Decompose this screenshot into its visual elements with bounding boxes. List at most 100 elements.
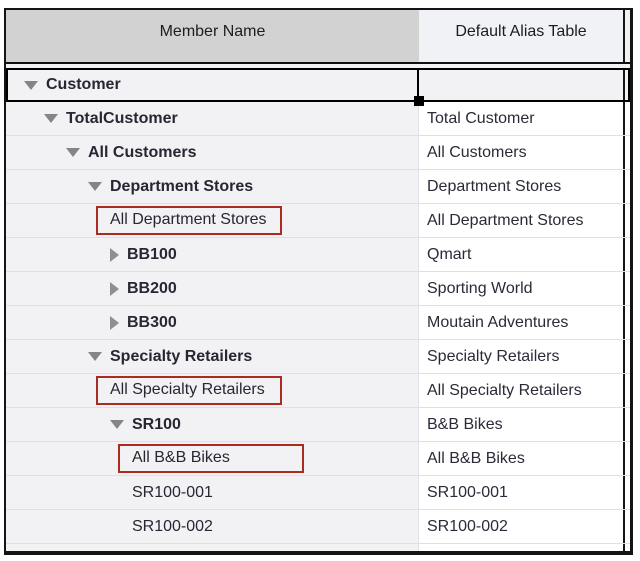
indent-spacer [6,152,66,153]
triangle-right-icon[interactable] [110,281,119,296]
alias-cell[interactable]: Sporting World [419,272,623,305]
alias-cell[interactable]: All Specialty Retailers [419,374,623,407]
triangle-down-icon[interactable] [24,80,38,90]
alias-cell [419,544,623,551]
member-name-cell[interactable]: Specialty Retailers [6,340,419,373]
tree-row[interactable]: All Customers All Customers [6,136,630,170]
member-name-label: All Customers [88,143,197,161]
triangle-down-icon[interactable] [44,114,58,123]
tree-row[interactable]: BB200 Sporting World [6,272,630,306]
tree-row[interactable]: BB100 Qmart [6,238,630,272]
alias-label: All B&B Bikes [427,449,525,467]
member-name-label-highlighted: All Department Stores [96,206,282,235]
indent-spacer [6,288,110,289]
member-name-label: BB300 [127,313,177,331]
member-name-label: BB200 [127,279,177,297]
alias-label: Specialty Retailers [427,347,560,365]
tree-row[interactable]: Specialty Retailers Specialty Retailers [6,340,630,374]
table-body: Customer TotalCustomer Total Customer All C… [6,68,630,551]
alias-cell[interactable]: All B&B Bikes [419,442,623,475]
indent-spacer [6,526,132,527]
member-name-label: SR100-001 [132,483,213,501]
member-name-cell[interactable]: All Department Stores [6,204,419,237]
member-name-cell[interactable]: All Customers [6,136,419,169]
triangle-right-icon[interactable] [110,247,119,262]
triangle-down-icon[interactable] [88,182,102,191]
alias-cell[interactable]: Total Customer [419,102,623,135]
tree-row[interactable]: All Department Stores All Department Stor… [6,204,630,238]
triangle-down-icon[interactable] [66,148,80,157]
alias-cell[interactable]: Qmart [419,238,623,271]
selection-resize-handle[interactable] [414,96,424,106]
tree-row[interactable]: All B&B Bikes All B&B Bikes [6,442,630,476]
alias-label: SR100-002 [427,517,508,535]
alias-cell[interactable]: All Department Stores [419,204,623,237]
member-name-label: TotalCustomer [66,109,178,127]
alias-label: Qmart [427,245,472,263]
tree-row[interactable]: SR100-001 SR100-001 [6,476,630,510]
member-name-label-highlighted: All B&B Bikes [118,444,304,473]
member-name-cell[interactable]: BB100 [6,238,419,271]
dimension-outline-grid: Member Name Default Alias Table Customer… [4,8,633,555]
member-name-cell[interactable]: TotalCustomer [6,102,419,135]
partial-column-cell [623,374,630,407]
triangle-down-icon[interactable] [88,352,102,361]
alias-cell[interactable]: Department Stores [419,170,623,203]
alias-label: SR100-001 [427,483,508,501]
triangle-right-icon[interactable] [110,315,119,330]
tree-row[interactable]: SR100 B&B Bikes [6,408,630,442]
member-name-cell[interactable]: Department Stores [6,170,419,203]
partial-column-cell [623,102,630,135]
member-name-label: SR100-002 [132,517,213,535]
member-name-cell[interactable]: SR100-002 [6,510,419,543]
tree-row[interactable]: All Specialty Retailers All Specialty Ret… [6,374,630,408]
member-name-cell[interactable]: All B&B Bikes [6,442,419,475]
member-name-label: BB100 [127,245,177,263]
partial-column-cell [623,136,630,169]
partial-column-cell [623,238,630,271]
grid-header-row: Member Name Default Alias Table [6,10,630,64]
column-header-member-name[interactable]: Member Name [6,10,419,62]
member-name-cell[interactable]: BB200 [6,272,419,305]
member-name-cell[interactable]: SR100 [6,408,419,441]
tree-row[interactable]: BB300 Moutain Adventures [6,306,630,340]
alias-cell[interactable]: SR100-002 [419,510,623,543]
indent-spacer [6,492,132,493]
triangle-down-icon[interactable] [110,420,124,429]
member-name-label: Customer [46,76,121,93]
alias-cell[interactable]: All Customers [419,136,623,169]
partial-column-cell [623,340,630,373]
partial-column-cell [623,306,630,339]
alias-label: Total Customer [427,109,535,127]
member-name-cell[interactable]: All Specialty Retailers [6,374,419,407]
tree-row[interactable]: Customer [6,68,630,106]
member-name-cell[interactable]: Customer [8,70,419,100]
header-body-gap [6,64,630,68]
indent-spacer [6,390,110,391]
partial-column-cell [623,408,630,441]
member-name-cell[interactable]: SR100-001 [6,476,419,509]
alias-label: All Specialty Retailers [427,381,582,399]
partial-column-cell [623,442,630,475]
indent-spacer [6,220,110,221]
alias-label: All Customers [427,143,527,161]
alias-label: Sporting World [427,279,533,297]
alias-cell[interactable]: Specialty Retailers [419,340,623,373]
partial-row [6,544,630,551]
indent-spacer [6,118,44,119]
tree-row[interactable]: TotalCustomer Total Customer [6,102,630,136]
member-name-cell[interactable]: BB300 [6,306,419,339]
tree-row[interactable]: Department Stores Department Stores [6,170,630,204]
partial-column-cell [623,476,630,509]
indent-spacer [8,85,24,86]
alias-cell[interactable]: SR100-001 [419,476,623,509]
alias-label: All Department Stores [427,211,584,229]
tree-row[interactable]: SR100-002 SR100-002 [6,510,630,544]
column-header-default-alias-table[interactable]: Default Alias Table [419,10,623,62]
indent-spacer [6,356,88,357]
alias-cell[interactable] [419,70,623,100]
alias-cell[interactable]: B&B Bikes [419,408,623,441]
alias-cell[interactable]: Moutain Adventures [419,306,623,339]
partial-column-cell [623,204,630,237]
